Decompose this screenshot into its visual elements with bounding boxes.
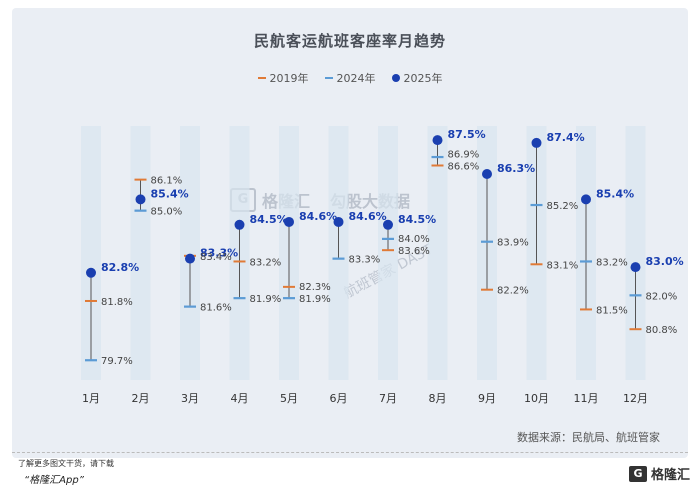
label-2024-2: 85.0% bbox=[151, 207, 183, 218]
column-band-8 bbox=[427, 126, 448, 380]
x-tick-label-1: 1月 bbox=[82, 392, 100, 405]
label-2025-4: 84.5% bbox=[250, 213, 288, 226]
x-tick-label-7: 7月 bbox=[379, 392, 397, 405]
mark-2025-3 bbox=[185, 253, 195, 264]
legend-item-2024: 2024年 bbox=[324, 70, 376, 86]
legend-item-2019: 2019年 bbox=[257, 70, 309, 86]
label-2025-3: 83.3% bbox=[200, 247, 238, 260]
label-2025-7: 84.5% bbox=[398, 213, 436, 226]
legend: 2019年 2024年 2025年 bbox=[0, 70, 700, 86]
label-2025-10: 87.4% bbox=[547, 131, 585, 144]
column-band-3 bbox=[180, 126, 200, 380]
label-2024-12: 82.0% bbox=[646, 291, 678, 302]
x-tick-label-12: 12月 bbox=[623, 392, 648, 405]
chart-panel bbox=[12, 8, 688, 458]
label-2025-6: 84.6% bbox=[349, 210, 387, 223]
label-2019-3: 83.4% bbox=[200, 252, 232, 263]
label-2019-4: 83.2% bbox=[250, 257, 282, 268]
label-2025-8: 87.5% bbox=[448, 128, 486, 141]
brand-logo-icon: G bbox=[628, 465, 647, 482]
footer-logo: G 格隆汇 bbox=[628, 464, 690, 483]
label-2019-1: 81.8% bbox=[101, 297, 133, 308]
mark-2025-8 bbox=[432, 135, 443, 146]
label-2024-6: 83.3% bbox=[349, 255, 381, 266]
footer-divider bbox=[12, 452, 688, 453]
label-2019-8: 86.6% bbox=[448, 162, 480, 173]
label-2019-7: 83.6% bbox=[398, 246, 430, 257]
chart-title: 民航客运航班客座率月趋势 bbox=[253, 32, 446, 50]
label-2019-9: 82.2% bbox=[497, 286, 529, 297]
mark-2025-9 bbox=[482, 168, 492, 179]
x-tick-label-2: 2月 bbox=[132, 392, 150, 405]
legend-swatch-2019 bbox=[257, 77, 266, 79]
x-tick-label-5: 5月 bbox=[280, 392, 298, 405]
label-2024-11: 83.2% bbox=[596, 257, 628, 268]
mark-2025-6 bbox=[333, 216, 344, 227]
label-2025-2: 85.4% bbox=[151, 187, 189, 200]
legend-swatch-2024 bbox=[324, 77, 333, 79]
legend-swatch-2025 bbox=[391, 74, 400, 82]
data-source: 数据来源：民航局、航班管家 bbox=[517, 431, 660, 444]
label-2019-5: 82.3% bbox=[299, 282, 331, 293]
label-2024-5: 81.9% bbox=[299, 294, 331, 305]
x-tick-label-4: 4月 bbox=[231, 392, 249, 405]
footer-promo-text: 了解更多图文干货，请下载 bbox=[18, 459, 114, 468]
mark-2025-2 bbox=[135, 194, 146, 205]
label-2024-3: 81.6% bbox=[200, 303, 232, 314]
label-2025-12: 83.0% bbox=[646, 255, 684, 268]
label-2024-8: 86.9% bbox=[448, 150, 480, 161]
label-2019-10: 83.1% bbox=[547, 260, 579, 271]
label-2024-7: 84.0% bbox=[398, 234, 430, 245]
label-2025-9: 86.3% bbox=[497, 162, 535, 175]
footer-app-name: “格隆汇App” bbox=[24, 475, 84, 486]
label-2024-1: 79.7% bbox=[101, 356, 133, 367]
mark-2025-7 bbox=[383, 219, 393, 230]
label-2024-4: 81.9% bbox=[250, 294, 282, 305]
label-2025-5: 84.6% bbox=[299, 210, 337, 223]
mark-2025-10 bbox=[531, 137, 542, 148]
label-2025-1: 82.8% bbox=[101, 261, 139, 274]
legend-label-2024: 2024年 bbox=[336, 72, 376, 85]
mark-2025-4 bbox=[234, 219, 245, 230]
x-tick-label-6: 6月 bbox=[330, 392, 348, 405]
mark-2025-1 bbox=[86, 267, 96, 278]
x-tick-label-11: 11月 bbox=[574, 392, 599, 405]
x-tick-label-10: 10月 bbox=[524, 392, 549, 405]
column-band-7 bbox=[378, 126, 398, 380]
label-2019-11: 81.5% bbox=[596, 305, 628, 316]
x-tick-label-9: 9月 bbox=[478, 392, 496, 405]
brand-logo-text: 格隆汇 bbox=[650, 468, 690, 483]
label-2019-12: 80.8% bbox=[646, 325, 678, 336]
column-band-2 bbox=[130, 126, 151, 380]
column-band-12 bbox=[625, 126, 646, 380]
label-2025-11: 85.4% bbox=[596, 187, 634, 200]
legend-label-2019: 2019年 bbox=[269, 72, 309, 85]
mark-2025-12 bbox=[630, 262, 641, 273]
x-tick-label-8: 8月 bbox=[429, 392, 447, 405]
legend-item-2025: 2025年 bbox=[391, 70, 443, 86]
label-2024-10: 85.2% bbox=[547, 201, 579, 212]
mark-2025-5 bbox=[284, 216, 294, 227]
label-2024-9: 83.9% bbox=[497, 238, 529, 249]
legend-label-2025: 2025年 bbox=[403, 72, 443, 85]
mark-2025-11 bbox=[581, 194, 591, 205]
label-2019-2: 86.1% bbox=[151, 176, 183, 187]
column-band-1 bbox=[81, 126, 101, 380]
x-tick-label-3: 3月 bbox=[181, 392, 199, 405]
